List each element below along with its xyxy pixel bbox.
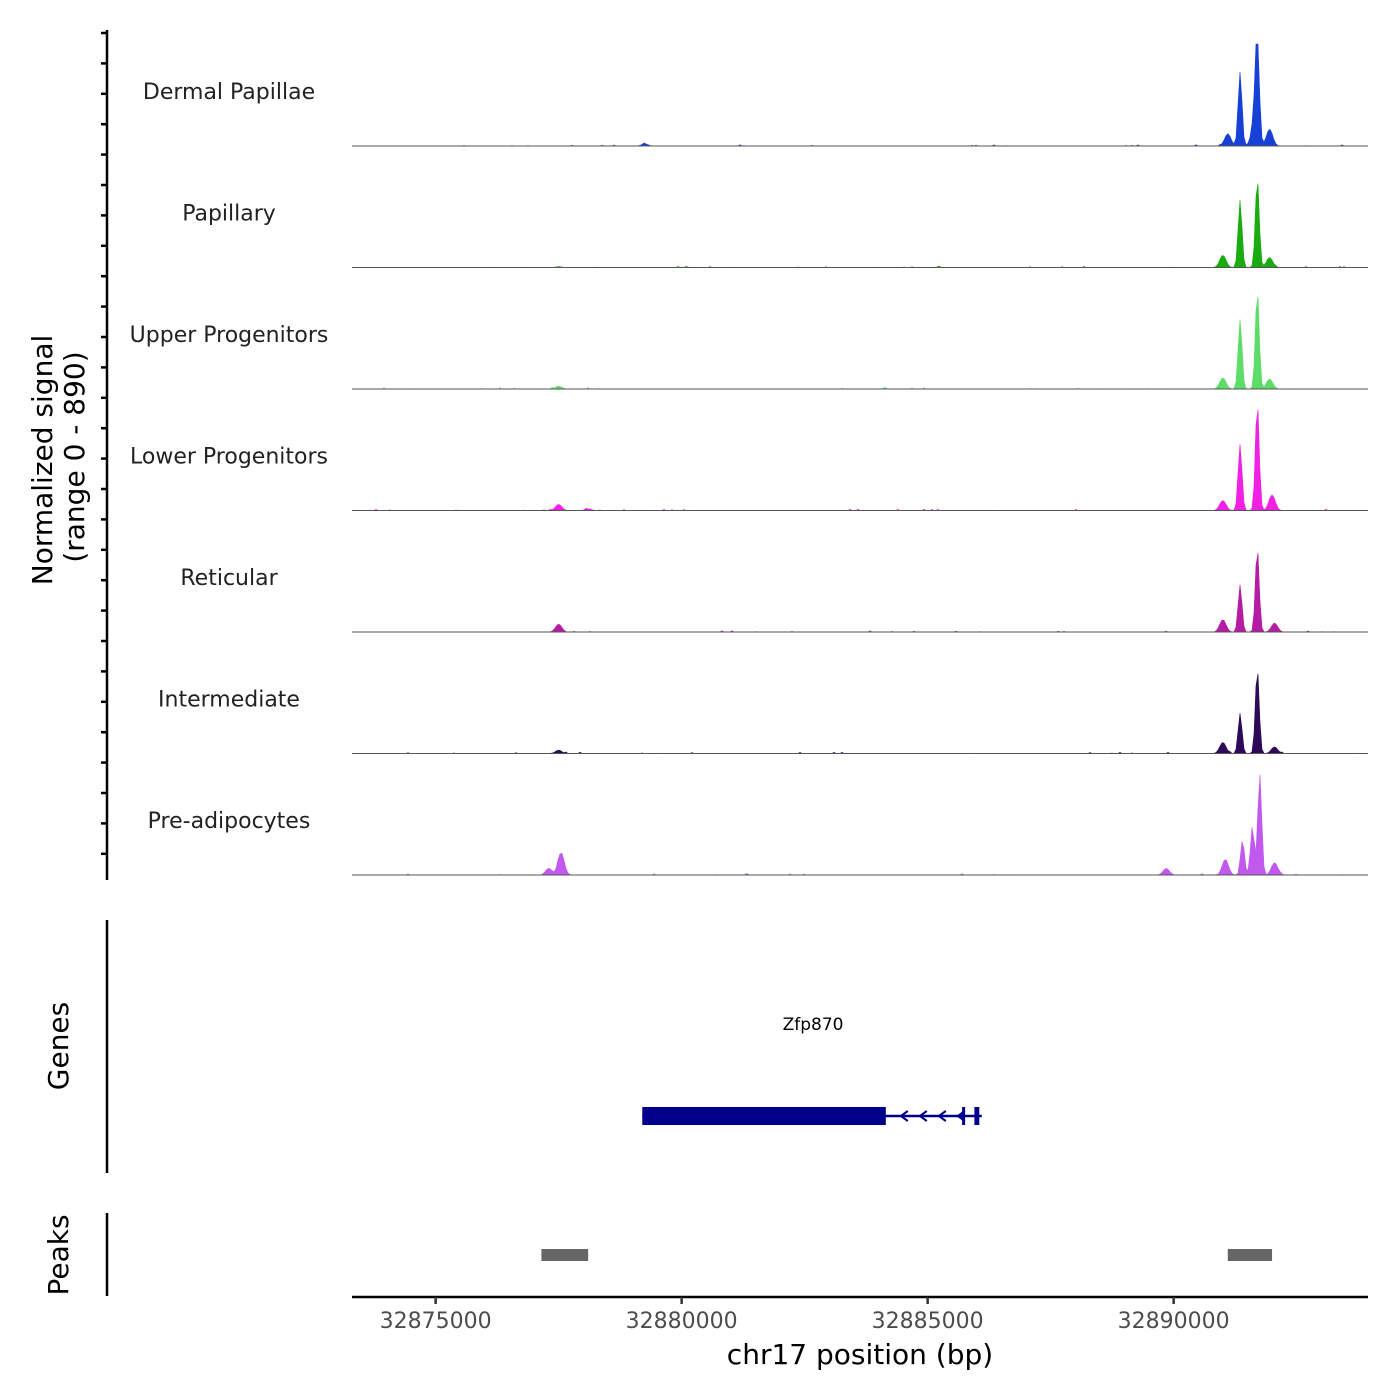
gene-exon [642, 1107, 886, 1125]
y-axis-range: (range 0 - 890) [58, 351, 91, 562]
track-intermediate: Intermediate [158, 673, 1368, 754]
track-label: Intermediate [158, 688, 300, 713]
strand-arrow [937, 1110, 947, 1122]
track-label: Dermal Papillae [143, 80, 315, 105]
peak-region [541, 1249, 589, 1261]
track-reticular: Reticular [180, 553, 1368, 633]
track-label: Papillary [182, 202, 276, 227]
signal-area [352, 774, 1368, 876]
x-tick-label: 32885000 [872, 1309, 984, 1334]
track-label: Reticular [180, 566, 278, 591]
signal-area [352, 183, 1368, 268]
genes-track-title: Genes [42, 1002, 75, 1090]
strand-arrow [956, 1110, 966, 1122]
track-lower-progenitors: Lower Progenitors [130, 409, 1368, 511]
signal-tracks: Dermal Papillae Papillary Upper Progenitor… [130, 43, 1368, 876]
peak-region [1227, 1249, 1273, 1261]
track-upper-progenitors: Upper Progenitors [130, 296, 1368, 390]
signal-area [352, 296, 1368, 390]
peaks-track-title: Peaks [42, 1214, 75, 1295]
track-dermal-papillae: Dermal Papillae [143, 43, 1368, 147]
x-axis: 32875000 32880000 32885000 32890000 chr17 p… [352, 1295, 1368, 1371]
coverage-panel: Normalized signal (range 0 - 890) Dermal… [26, 30, 1368, 880]
x-tick-label: 32875000 [380, 1309, 492, 1334]
track-label: Upper Progenitors [130, 323, 329, 348]
peak-regions [541, 1249, 1273, 1261]
strand-arrow [899, 1110, 909, 1122]
signal-area [352, 43, 1368, 147]
track-pre-adipocytes: Pre-adipocytes [148, 774, 1368, 876]
strand-arrow [918, 1110, 928, 1122]
gene-models: Zfp870 [642, 1015, 982, 1125]
signal-area [352, 553, 1368, 633]
genes-panel: Genes Zfp870 [42, 920, 982, 1173]
track-papillary: Papillary [182, 183, 1368, 268]
signal-area [352, 673, 1368, 754]
y-axis-title: Normalized signal [26, 335, 59, 586]
track-label: Lower Progenitors [130, 445, 328, 470]
peaks-panel: Peaks [42, 1213, 1273, 1296]
signal-area [352, 409, 1368, 511]
x-tick-label: 32890000 [1118, 1309, 1230, 1334]
x-axis-title: chr17 position (bp) [727, 1338, 993, 1371]
signal-y-ticks [101, 31, 107, 856]
x-tick-label: 32880000 [626, 1309, 738, 1334]
gene-exon [962, 1107, 966, 1125]
track-label: Pre-adipocytes [148, 809, 311, 834]
gene-zfp870: Zfp870 [642, 1015, 982, 1125]
gene-name: Zfp870 [783, 1015, 844, 1035]
gene-exon [974, 1107, 980, 1125]
x-ticks: 32875000 32880000 32885000 32890000 [380, 1297, 1230, 1334]
